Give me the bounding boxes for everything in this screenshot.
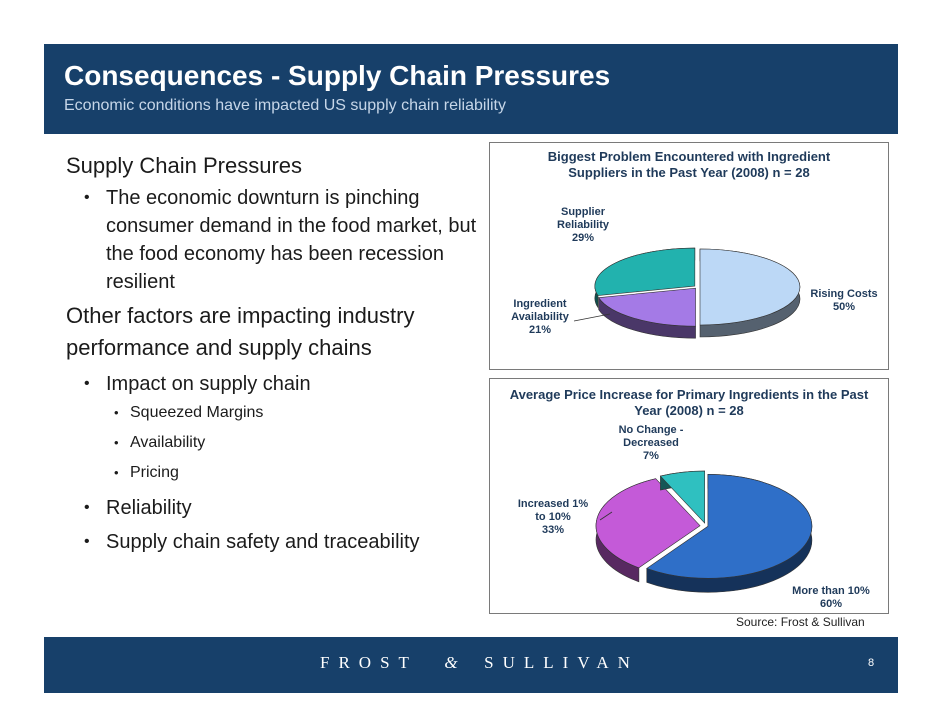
chart2-label-nochange: No Change - Decreased 7% [618,424,684,462]
slide-subtitle: Economic conditions have impacted US sup… [64,97,506,114]
slide-title: Consequences - Supply Chain Pressures [64,60,611,91]
chart2-leader-increased [599,511,613,521]
bullet-reliability: Reliability [66,494,486,522]
sub-bullet-margins: Squeezed Margins [66,398,486,428]
pie1-slice-rising-costs [699,248,801,326]
left-content: Supply Chain Pressures The economic down… [66,150,486,556]
chart2-label-more: More than 10% 60% [792,585,870,610]
chart1-label-availability: Ingredient Availability 21% [511,298,569,336]
sub-bullet-availability: Availability [66,428,486,458]
footer-bar [44,637,898,693]
brand-logo: FROST & SULLIVAN [320,653,639,672]
header-bar [44,44,898,134]
chart1-title: Biggest Problem Encountered with Ingredi… [547,149,831,180]
pie2-slice-increased-1-to-10- [595,478,701,569]
bullet-impact: Impact on supply chain [66,370,486,398]
source-note: Source: Frost & Sullivan [736,615,865,629]
bullet-economic-downturn: The economic downturn is pinching consum… [66,184,486,296]
chart1-label-rising: Rising Costs 50% [810,288,878,313]
sub-bullet-pricing: Pricing [66,458,486,488]
heading-other-factors: Other factors are impacting industry per… [66,303,415,360]
chart2-label-increased: Increased 1% to 10% 33% [517,498,589,536]
chart1-leader-availability [573,313,611,322]
pie1-slice-supplier-reliability [594,247,696,296]
pie2-slice-more-than-10- [646,474,813,579]
heading-supply-chain-pressures: Supply Chain Pressures [66,153,303,178]
pie1-slice-ingredient-availability [598,287,696,327]
chart1-label-reliability: Supplier Reliability 29% [557,206,609,244]
bullet-safety: Supply chain safety and traceability [66,528,486,556]
page-number: 8 [868,657,875,669]
chart2-title: Average Price Increase for Primary Ingre… [509,387,869,418]
pie2-slice-no-change-decreased [659,470,705,524]
